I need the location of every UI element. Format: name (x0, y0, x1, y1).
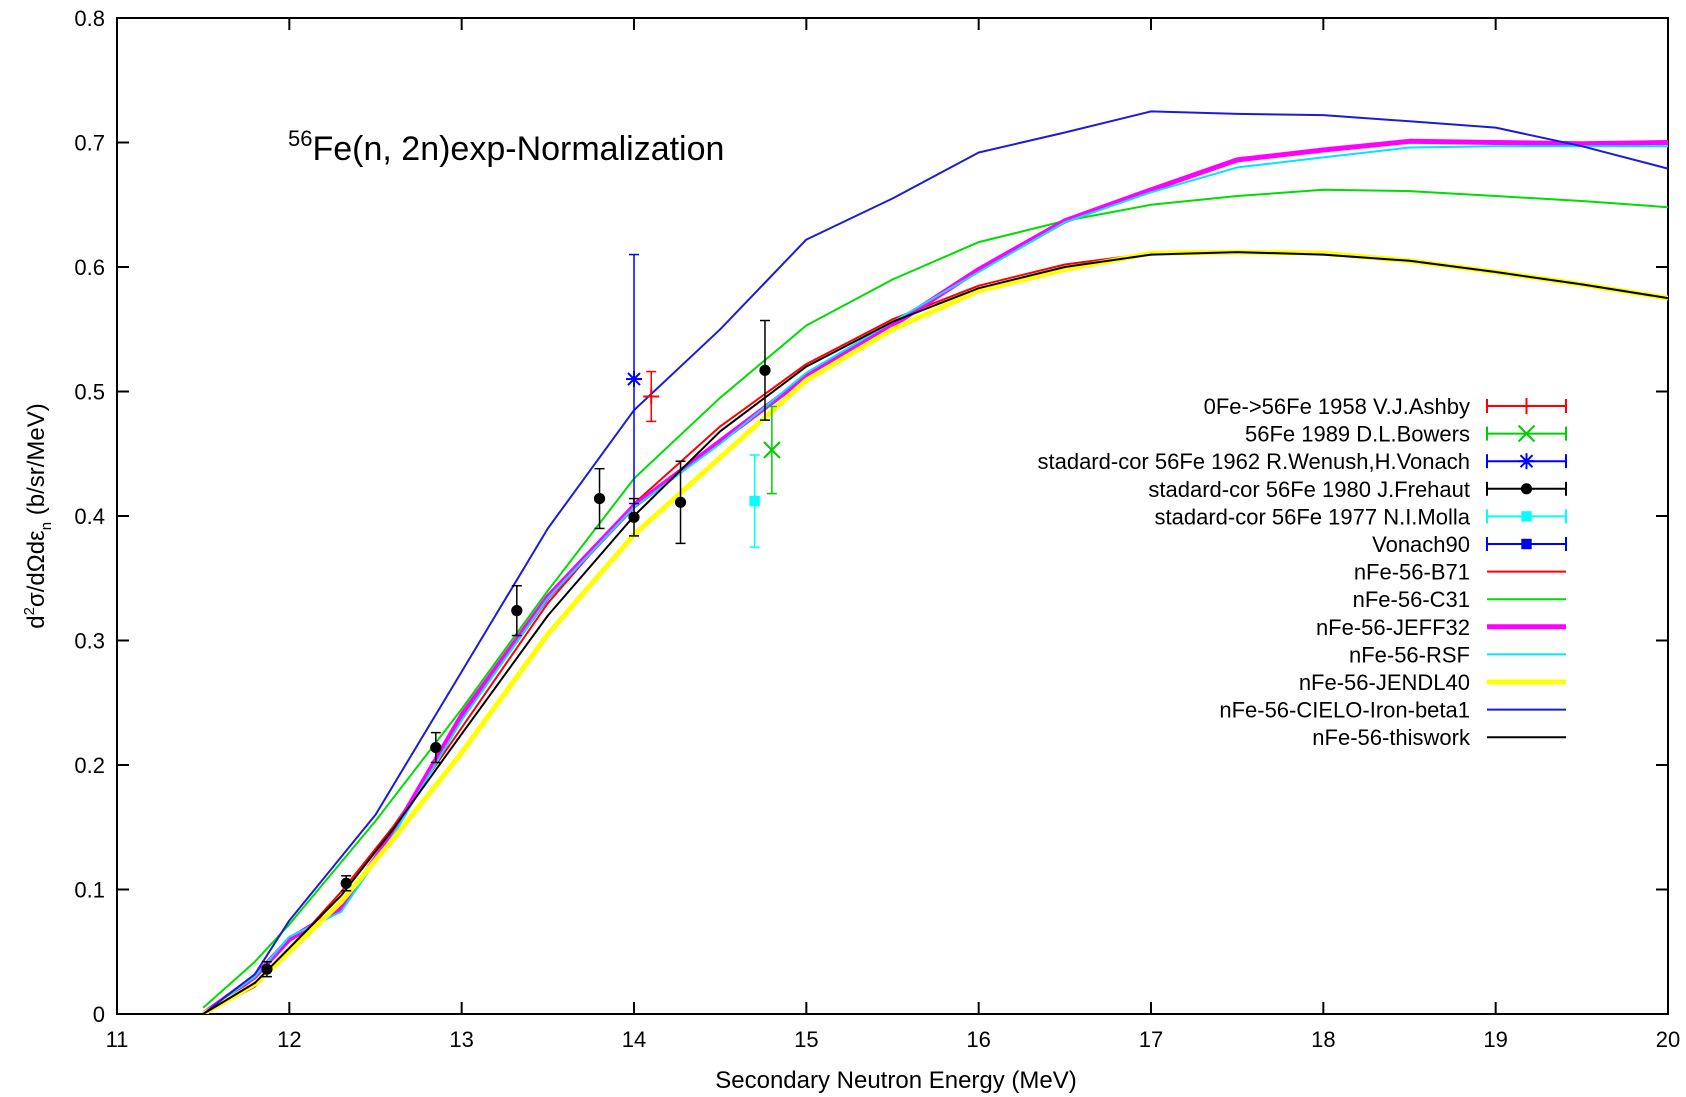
legend-label: stadard-cor 56Fe 1980 J.Frehaut (1148, 477, 1470, 502)
legend-label: nFe-56-JENDL40 (1299, 670, 1470, 695)
y-axis-label-suffix: (b/sr/MeV) (23, 403, 50, 522)
series-lines (201, 110, 1668, 1014)
y-axis-label-prefix: d (23, 615, 50, 628)
y-axis-label-mid: σ/dΩdε (23, 530, 50, 607)
y-axis-label: d2σ/dΩdεn (b/sr/MeV) (21, 403, 55, 629)
series-line-nFe-56-RSF (202, 145, 1668, 1014)
legend: 0Fe->56Fe 1958 V.J.Ashby 56Fe 1989 D.L.Bo… (1037, 394, 1567, 750)
y-axis-label-sub: n (38, 522, 55, 530)
x-tick-label: 19 (1483, 1027, 1507, 1052)
legend-label: nFe-56-JEFF32 (1316, 615, 1470, 640)
data-point (674, 460, 687, 545)
data-point (340, 875, 352, 892)
y-tick-label: 0.5 (74, 380, 105, 405)
legend-label: nFe-56-B71 (1354, 560, 1470, 585)
axis-ticks (116, 17, 1669, 1015)
y-tick-label: 0 (93, 1002, 105, 1027)
x-tick-label: 11 (106, 1027, 129, 1052)
x-tick-label: 20 (1656, 1027, 1680, 1052)
y-tick-label: 0.4 (74, 504, 105, 529)
data-point (643, 370, 660, 423)
chart-title: 56Fe(n, 2n)exp-Normalization (288, 126, 724, 168)
x-tick-label: 14 (622, 1027, 646, 1052)
legend-marker (1521, 511, 1532, 522)
point-marker (511, 605, 523, 617)
legend-label: nFe-56-CIELO-Iron-beta1 (1219, 698, 1470, 723)
x-tick-label: 16 (966, 1027, 990, 1052)
series-line-nFe-56-JEFF32 (201, 138, 1668, 1014)
data-point (763, 405, 781, 495)
data-point (511, 584, 523, 637)
x-tick-labels: 11 12 13 14 15 16 17 18 19 20 (106, 1027, 1681, 1052)
point-marker (627, 372, 641, 386)
y-tick-label: 0.1 (74, 878, 105, 903)
point-marker (759, 364, 771, 376)
point-marker (628, 511, 640, 523)
point-marker (763, 441, 781, 459)
y-tick-label: 0.8 (74, 6, 105, 31)
x-tick-label: 12 (277, 1027, 301, 1052)
series-line-nFe-56-CIELO-Iron-beta1 (202, 110, 1668, 1014)
point-marker (749, 495, 760, 507)
y-tick-label: 0.3 (74, 629, 105, 654)
x-tick-label: 15 (794, 1027, 818, 1052)
legend-marker (1519, 454, 1534, 468)
data-point (628, 497, 640, 537)
y-tick-label: 0.6 (74, 255, 105, 280)
data-point (593, 467, 606, 530)
x-tick-label: 13 (449, 1027, 473, 1052)
legend-label: nFe-56-thiswork (1312, 725, 1471, 750)
point-marker (430, 741, 442, 754)
legend-label: Vonach90 (1372, 532, 1470, 557)
series-line-nFe-56-C31 (202, 188, 1668, 1009)
x-axis-label: Secondary Neutron Energy (MeV) (715, 1067, 1077, 1094)
y-tick-labels: 0 0.1 0.2 0.3 0.4 0.5 0.6 0.7 0.8 (74, 6, 105, 1027)
y-axis-label-sup: 2 (21, 607, 38, 615)
y-tick-label: 0.2 (74, 753, 105, 778)
chart-title-main: Fe(n, 2n)exp-Normalization (312, 130, 724, 168)
legend-label: nFe-56-RSF (1349, 642, 1470, 667)
series-points (261, 253, 781, 978)
legend-marker (1521, 538, 1532, 550)
data-point (759, 319, 771, 421)
x-tick-label: 18 (1311, 1027, 1335, 1052)
legend-marker (1520, 483, 1533, 495)
point-marker (674, 496, 687, 508)
data-point (430, 731, 442, 764)
legend-label: nFe-56-C31 (1353, 587, 1470, 612)
point-marker (340, 877, 352, 889)
legend-marker (1517, 424, 1536, 443)
y-tick-label: 0.7 (74, 131, 105, 156)
legend-label: 0Fe->56Fe 1958 V.J.Ashby (1204, 394, 1470, 419)
legend-label: stadard-cor 56Fe 1962 R.Wenush,H.Vonach (1037, 449, 1470, 474)
x-tick-label: 17 (1139, 1027, 1163, 1052)
legend-label: 56Fe 1989 D.L.Bowers (1245, 422, 1470, 447)
legend-label: stadard-cor 56Fe 1977 N.I.Molla (1155, 504, 1471, 529)
chart-title-superscript: 56 (288, 126, 312, 151)
point-marker (593, 492, 606, 505)
point-marker (261, 963, 273, 975)
data-point (749, 454, 760, 548)
data-point (626, 253, 642, 505)
data-point (261, 960, 273, 978)
